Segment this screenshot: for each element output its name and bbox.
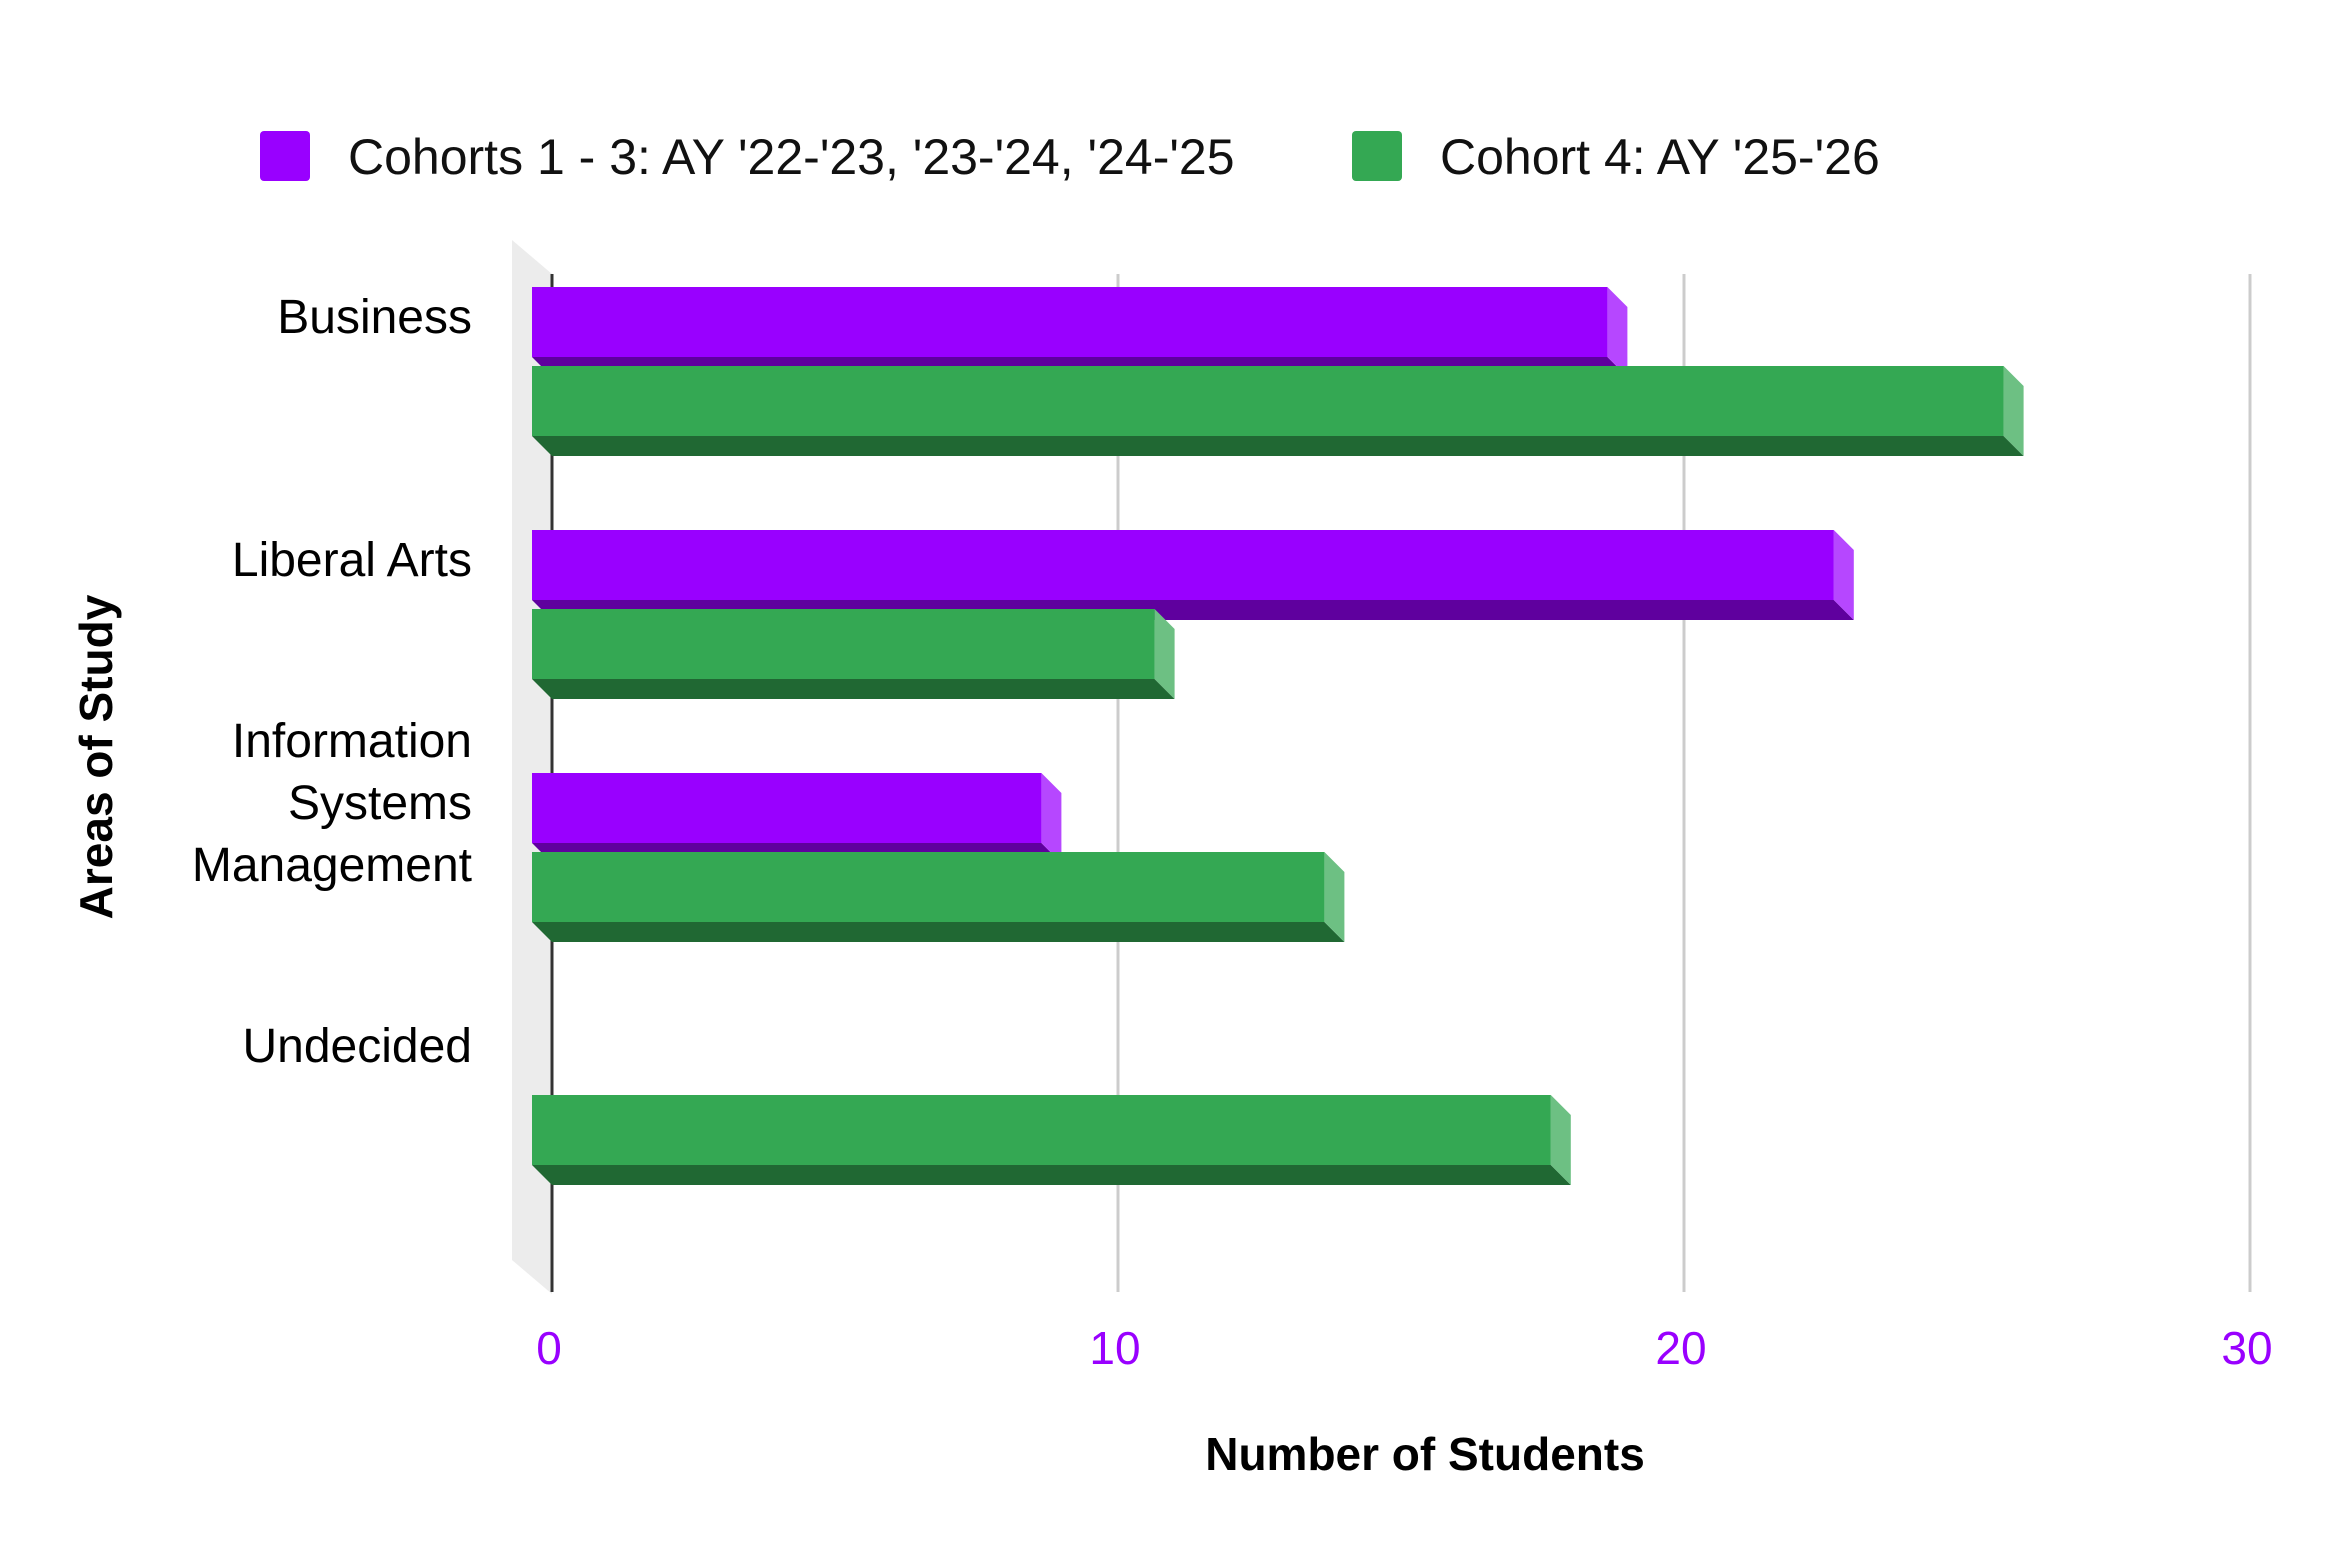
- legend-label: Cohort 4: AY '25-'26: [1440, 129, 1880, 185]
- bar-end-face: [1607, 287, 1628, 377]
- bar-end-face: [1324, 852, 1345, 942]
- bar: [532, 609, 1175, 699]
- bar-depth-face: [532, 1165, 1571, 1185]
- x-tick-label: 30: [2221, 1322, 2272, 1374]
- plot-area: Business Liberal Arts Information Systems Ma…: [192, 240, 2273, 1374]
- bar-depth-face: [532, 922, 1345, 942]
- bar: [532, 530, 1854, 620]
- x-tick-label: 0: [536, 1322, 562, 1374]
- y-axis-title: Areas of Study: [70, 594, 122, 919]
- bar-front-face: [532, 609, 1155, 679]
- bar-end-face: [1041, 773, 1062, 863]
- category-label-line: Systems: [288, 777, 472, 830]
- category-label: Information Systems Management: [192, 715, 472, 892]
- x-tick-label: 10: [1089, 1322, 1140, 1374]
- category-label-line: Liberal Arts: [232, 534, 472, 587]
- x-axis-title: Number of Students: [1205, 1428, 1645, 1480]
- bar: [532, 1095, 1571, 1185]
- bar-end-face: [1550, 1095, 1571, 1185]
- category-label: Undecided: [243, 1020, 473, 1073]
- category-label-line: Information: [232, 715, 472, 768]
- legend-item: Cohorts 1 - 3: AY '22-'23, '23-'24, '24-…: [260, 129, 1235, 185]
- category-label: Liberal Arts: [232, 534, 472, 587]
- category-label: Business: [277, 291, 472, 344]
- bar-front-face: [532, 530, 1834, 600]
- bar-front-face: [532, 773, 1042, 843]
- bar-depth-face: [532, 436, 2024, 456]
- bar-end-face: [1154, 609, 1175, 699]
- legend-label: Cohorts 1 - 3: AY '22-'23, '23-'24, '24-…: [348, 129, 1235, 185]
- bar: [532, 366, 2024, 456]
- category-label-line: Management: [192, 839, 472, 892]
- x-tick-label: 20: [1655, 1322, 1706, 1374]
- legend: Cohorts 1 - 3: AY '22-'23, '23-'24, '24-…: [260, 129, 1880, 185]
- legend-item: Cohort 4: AY '25-'26: [1352, 129, 1880, 185]
- legend-swatch: [1352, 131, 1402, 181]
- bar-front-face: [532, 287, 1608, 357]
- chart-side-wall: [512, 240, 552, 1294]
- category-label-line: Undecided: [243, 1020, 473, 1073]
- legend-swatch: [260, 131, 310, 181]
- bar-end-face: [1833, 530, 1854, 620]
- category-label-line: Business: [277, 291, 472, 344]
- bar-front-face: [532, 852, 1325, 922]
- bar: [532, 287, 1628, 377]
- bar-front-face: [532, 1095, 1551, 1165]
- bar-front-face: [532, 366, 2004, 436]
- bar: [532, 773, 1062, 863]
- bar: [532, 852, 1345, 942]
- bar-end-face: [2003, 366, 2024, 456]
- bar-depth-face: [532, 679, 1175, 699]
